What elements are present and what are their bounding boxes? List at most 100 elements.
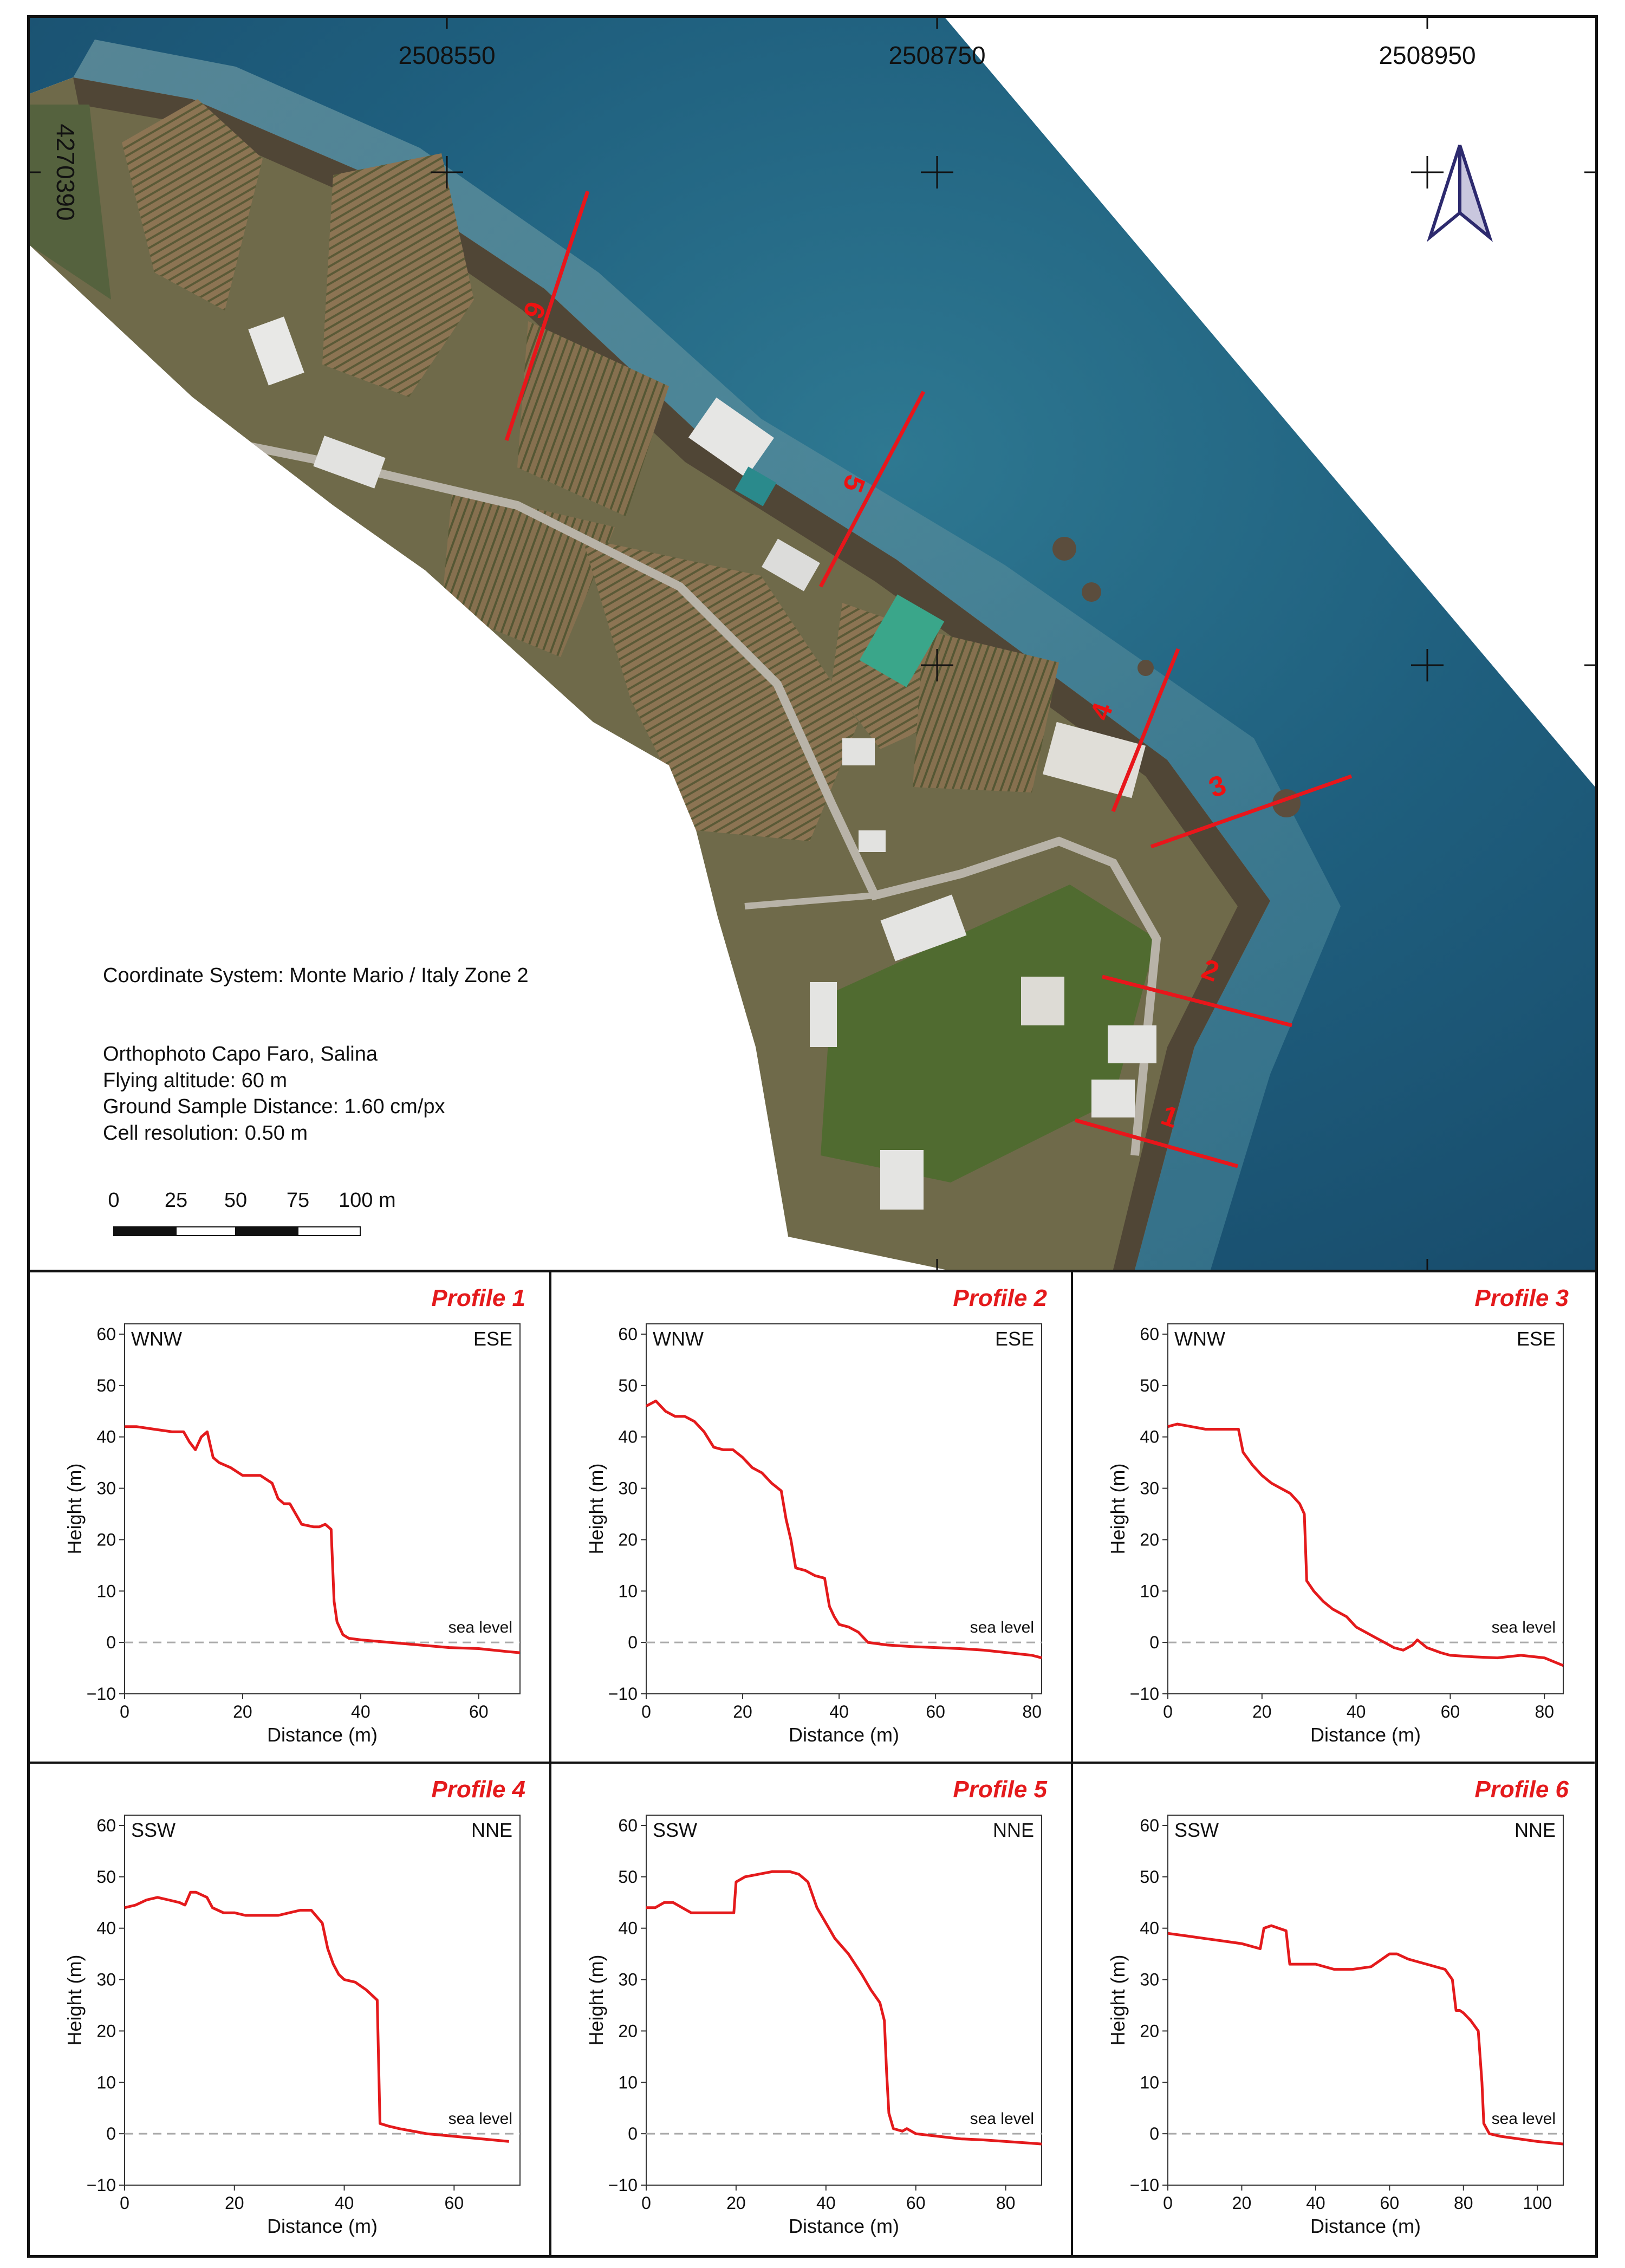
x-tick-label: 20 [726,2193,746,2213]
y-axis-label: Height (m) [63,1463,86,1554]
y-tick-label: 10 [96,2072,116,2092]
x-tick-label: 80 [1022,1702,1042,1721]
y-tick-label: 30 [618,1479,638,1498]
y-tick-label: 20 [618,2021,638,2040]
profile-title: Profile 3 [1474,1285,1569,1311]
left-direction: WNW [131,1328,182,1350]
x-tick-label: 0 [641,1702,651,1721]
x-tick-label: 40 [816,2193,836,2213]
scale-label: 75 [287,1189,309,1212]
profile-lines [504,190,1353,1168]
profile-panel-3: Profile 3 60 50 40 30 20 10 0 −10 0 20 40 60 80 Distan… [1073,1272,1595,1764]
x-tick-label: 100 [1523,2193,1552,2213]
building [880,1150,924,1210]
sea-rock [1082,582,1101,602]
elevation-profiles: Profile 1 60 50 40 30 20 10 0 −10 0 20 40 60 Distance… [30,1270,1595,2255]
right-direction: NNE [471,1819,512,1841]
x-axis-label: Distance (m) [267,1724,378,1746]
profile-series-line [125,1425,521,1654]
x-tick-label: 0 [641,2193,651,2213]
y-tick-label: 50 [1140,1376,1159,1395]
y-tick-label: 60 [1140,1324,1159,1344]
profile-title: Profile 4 [431,1776,525,1803]
scale-bar: 0 25 50 75 100 m [108,1189,396,1236]
orthophoto-title: Orthophoto Capo Faro, Salina [103,1043,378,1065]
y-tick-label: 30 [96,1970,116,1990]
gsd-text: Ground Sample Distance: 1.60 cm/px [103,1095,445,1118]
x-tick-label: 20 [733,1702,752,1721]
easting-label: 2508950 [1379,41,1476,69]
profile-line-6 [504,190,590,441]
y-tick-label: 40 [1140,1919,1159,1938]
right-direction: ESE [1517,1328,1556,1350]
y-tick-label: 0 [106,1633,116,1652]
vineyard-3 [517,321,669,516]
y-tick-label: 60 [96,1816,116,1835]
coordinate-system-text: Coordinate System: Monte Mario / Italy Z… [103,964,529,987]
y-tick-label: −10 [1130,1684,1159,1704]
profile-line-3 [1150,774,1353,849]
right-direction: NNE [993,1819,1034,1841]
building [1091,1080,1135,1117]
x-tick-label: 60 [1380,2193,1400,2213]
y-tick-label: 50 [1140,1867,1159,1887]
scale-label: 50 [224,1189,247,1212]
y-tick-label: 60 [618,1324,638,1344]
building [1108,1025,1156,1063]
profile-series-line [1167,1422,1564,1667]
y-tick-label: 10 [1140,1581,1159,1601]
y-tick-label: 0 [106,2124,116,2143]
y-tick-label: 20 [96,1530,116,1549]
right-direction: NNE [1514,1819,1556,1841]
x-tick-label: 80 [1535,1702,1554,1721]
right-direction: ESE [473,1328,512,1350]
plot-frame [124,1815,521,2186]
y-tick-label: −10 [87,2175,116,2195]
vineyard-5 [582,538,859,841]
cell-resolution-text: Cell resolution: 0.50 m [103,1122,308,1145]
x-tick-label: 60 [469,1702,489,1721]
y-tick-label: 20 [618,1530,638,1549]
profile-line-5 [818,391,926,588]
building [1042,722,1146,798]
north-arrow-icon [1427,145,1493,242]
building [842,738,875,765]
left-direction: SSW [131,1819,176,1841]
easting-label: 2508750 [888,41,985,69]
y-tick-label: 0 [1149,1633,1159,1652]
y-tick-label: 50 [618,1867,638,1887]
building [859,830,886,852]
y-tick-label: 40 [618,1919,638,1938]
orthophoto-map: 2508550 2508750 2508950 4270390 4270190 … [30,18,1595,1270]
x-tick-label: 0 [120,1702,129,1721]
y-tick-label: 60 [618,1816,638,1835]
vineyard-7 [913,630,1059,792]
y-tick-label: 30 [1140,1479,1159,1498]
vineyard-1 [122,99,263,310]
y-tick-label: 40 [96,1919,116,1938]
x-tick-label: 40 [351,1702,370,1721]
sea-rock [1052,537,1076,561]
y-tick-label: 10 [1140,2072,1159,2092]
scale-label: 25 [165,1189,187,1212]
building [880,894,967,961]
profile-line-1 [1075,1118,1238,1168]
y-tick-label: −10 [608,2175,638,2195]
profile-panel-6: Profile 6 60 50 40 30 20 10 0 −10 0 20 40 60 80 100 Dis… [1073,1764,1595,2255]
building [313,436,386,489]
y-axis-label: Height (m) [1107,1954,1129,2045]
x-axis-label: Distance (m) [1310,2215,1421,2237]
scale-label: 100 m [339,1189,396,1212]
y-tick-label: 10 [96,1581,116,1601]
y-tick-label: 0 [628,1633,638,1652]
plot-frame [1167,1323,1564,1694]
building [688,397,775,478]
sea-level-label: sea level [970,1619,1034,1636]
road-2 [744,892,875,909]
y-tick-label: 30 [1140,1970,1159,1990]
sea-level-label: sea level [970,2110,1034,2128]
green-vegetation-2 [30,105,111,300]
y-tick-label: 0 [628,2124,638,2143]
x-axis-label: Distance (m) [789,2215,899,2237]
y-tick-label: 50 [618,1376,638,1395]
